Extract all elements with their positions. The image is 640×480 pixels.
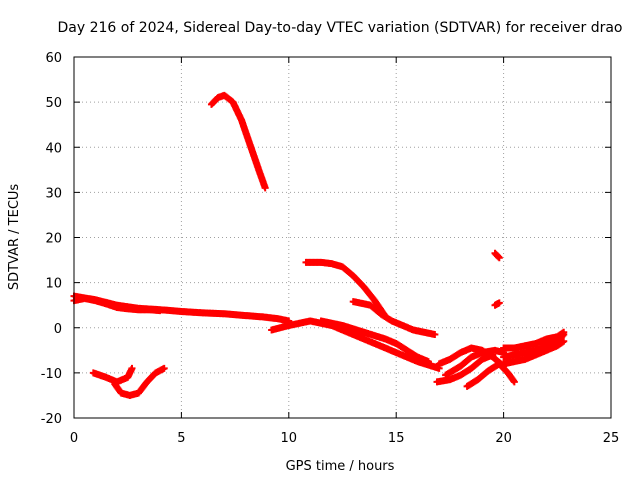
y-tick-label: 50 [45, 96, 62, 111]
x-tick-label: 15 [388, 431, 405, 446]
x-tick-label: 25 [603, 431, 620, 446]
x-tick-label: 0 [70, 431, 78, 446]
data-point [495, 299, 503, 307]
x-tick-labels: 0 5 10 15 20 25 [70, 431, 619, 446]
data-point [424, 358, 432, 366]
data-points [70, 91, 568, 399]
series-t13 [463, 360, 518, 390]
series-t9 [317, 317, 432, 366]
data-point [160, 364, 168, 372]
data-point [495, 254, 503, 262]
y-tick-label: -20 [41, 412, 62, 427]
series-t18 [500, 328, 568, 352]
x-axis-label: GPS time / hours [286, 459, 395, 474]
y-tick-label: 10 [45, 277, 62, 292]
series-t15 [491, 299, 503, 309]
series-t17 [500, 337, 568, 368]
axis-ticks [73, 56, 612, 419]
data-point [560, 328, 568, 336]
series-t14 [491, 249, 503, 262]
data-point [156, 307, 164, 315]
y-tick-label: -10 [41, 367, 62, 382]
y-tick-label: 20 [45, 232, 62, 247]
series-t7 [349, 298, 439, 339]
data-point [261, 184, 269, 192]
series-t5 [207, 91, 269, 192]
y-tick-label: 30 [45, 186, 62, 201]
chart-title: Day 216 of 2024, Sidereal Day-to-day VTE… [57, 20, 622, 36]
series-t4 [111, 364, 168, 399]
grid [74, 57, 611, 418]
data-point [510, 378, 518, 386]
data-point [128, 364, 136, 372]
y-tick-labels: -20 -10 0 10 20 30 40 50 60 [41, 51, 62, 427]
x-tick-label: 10 [281, 431, 298, 446]
y-tick-label: 60 [45, 51, 62, 66]
y-tick-label: 0 [54, 322, 62, 337]
series-t8 [268, 317, 443, 372]
series-t2 [70, 294, 164, 315]
data-point [560, 337, 568, 345]
y-tick-label: 40 [45, 141, 62, 156]
series-t3 [89, 364, 136, 386]
x-tick-label: 5 [177, 431, 185, 446]
series-t12 [442, 346, 508, 379]
x-tick-label: 20 [495, 431, 512, 446]
data-point [431, 331, 439, 339]
y-axis-label: SDTVAR / TECUs [7, 184, 22, 291]
